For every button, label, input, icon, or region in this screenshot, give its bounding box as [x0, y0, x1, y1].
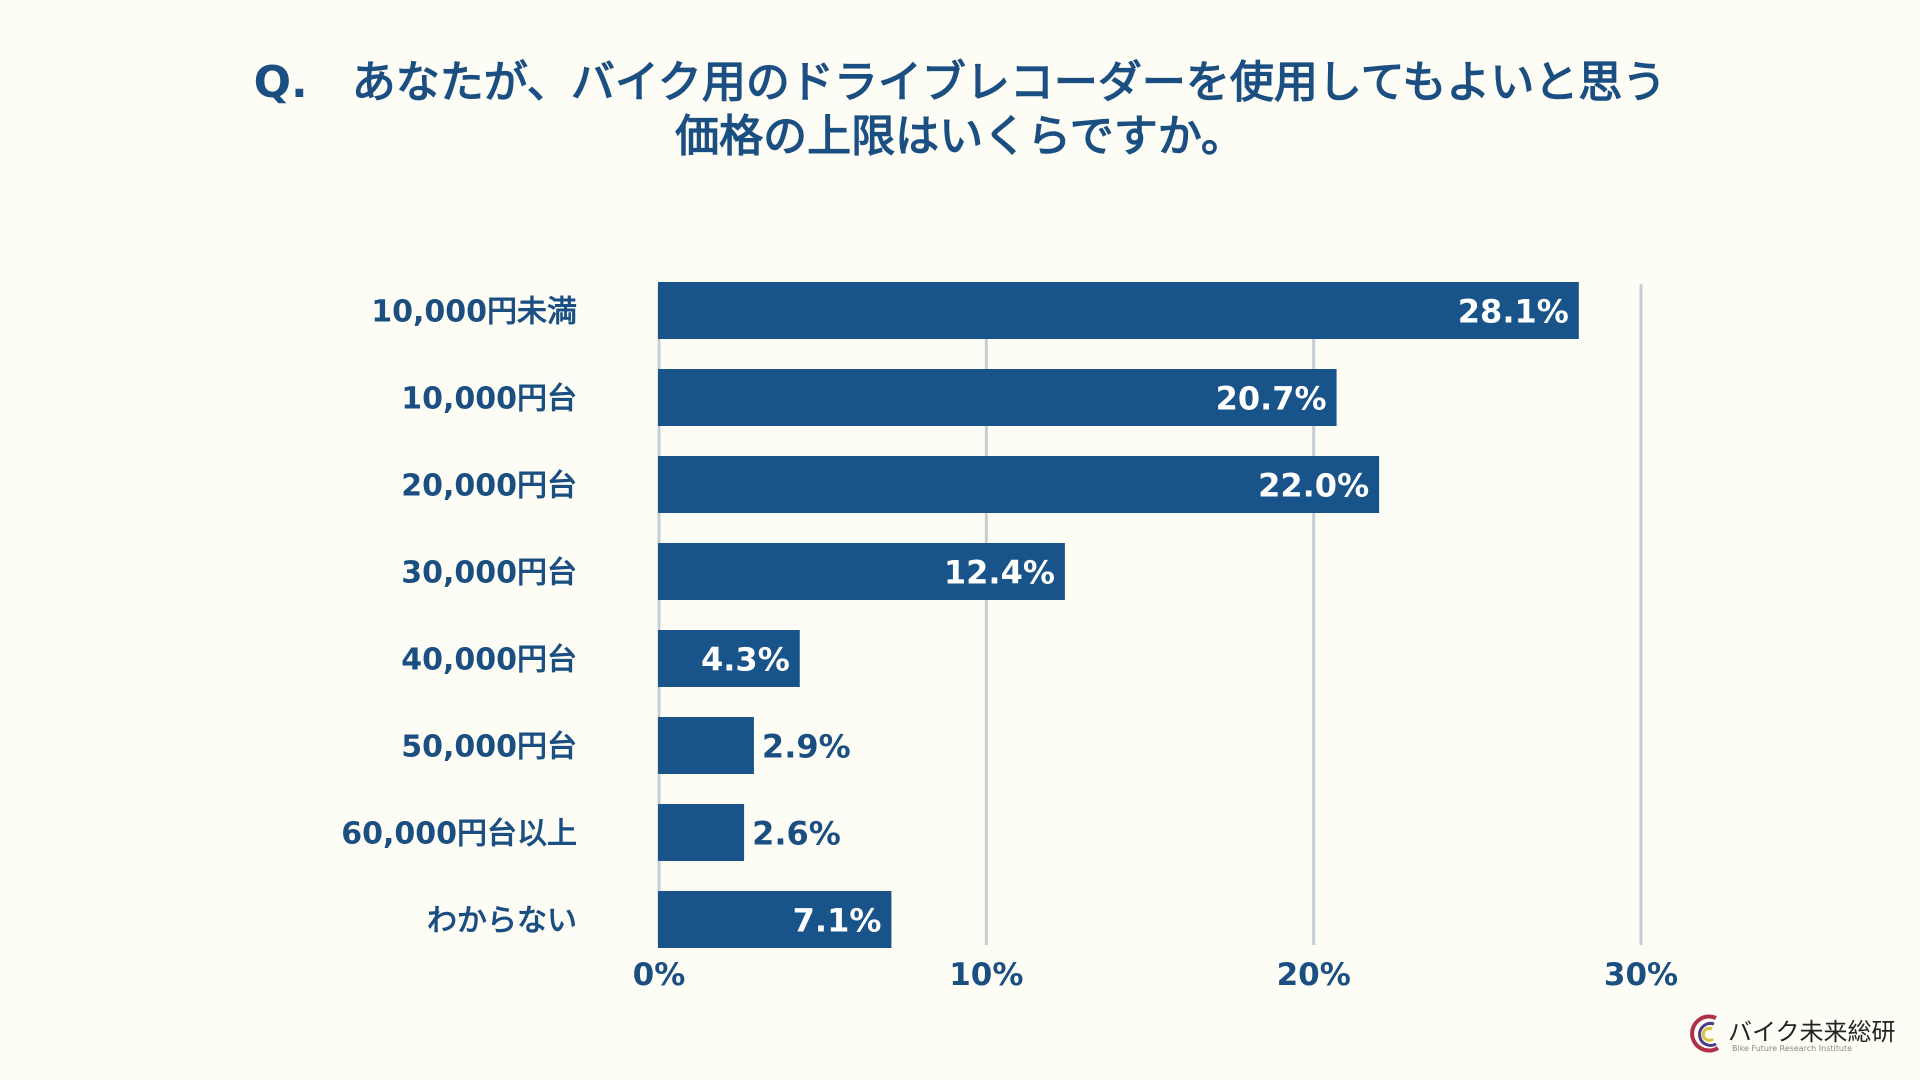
- bar: [658, 456, 1380, 513]
- category-label: 10,000円台: [401, 382, 577, 417]
- chart-title-line2: 価格の上限はいくらですか。: [675, 111, 1245, 162]
- bar: [658, 630, 800, 687]
- bar: [658, 717, 754, 774]
- bar: [658, 891, 892, 948]
- logo-swirl-icon: [1690, 1014, 1720, 1053]
- chart-title-line1: Q. あなたが、バイク用のドライブレコーダーを使用してもよいと思う: [253, 57, 1667, 108]
- bar: [658, 282, 1579, 339]
- data-label: 28.1%: [1458, 293, 1569, 331]
- category-label: 10,000円未満: [371, 295, 577, 330]
- category-label: わからない: [427, 904, 577, 939]
- logo-subtitle: Bike Future Research Institute: [1732, 1044, 1853, 1053]
- x-tick-label: 30%: [1604, 957, 1678, 993]
- data-label: 20.7%: [1216, 380, 1327, 418]
- category-label: 20,000円台: [401, 469, 577, 504]
- bar: [658, 543, 1065, 600]
- x-tick-label: 20%: [1277, 957, 1351, 993]
- data-label: 22.0%: [1258, 467, 1369, 505]
- x-tick-label: 10%: [949, 957, 1023, 993]
- category-label: 40,000円台: [401, 643, 577, 678]
- category-label: 60,000円台以上: [341, 817, 577, 852]
- category-label: 50,000円台: [401, 730, 577, 765]
- data-label: 4.3%: [701, 641, 790, 679]
- logo: バイク未来総研 Bike Future Research Institute: [1688, 1010, 1898, 1060]
- bar: [658, 804, 745, 861]
- data-label: 2.9%: [762, 728, 851, 766]
- category-label: 30,000円台: [401, 556, 577, 591]
- bar: [658, 369, 1337, 426]
- logo-name: バイク未来総研: [1728, 1018, 1896, 1046]
- data-label: 2.6%: [752, 815, 841, 853]
- data-label: 12.4%: [944, 554, 1055, 592]
- x-tick-label: 0%: [633, 957, 686, 993]
- data-label: 7.1%: [793, 902, 882, 940]
